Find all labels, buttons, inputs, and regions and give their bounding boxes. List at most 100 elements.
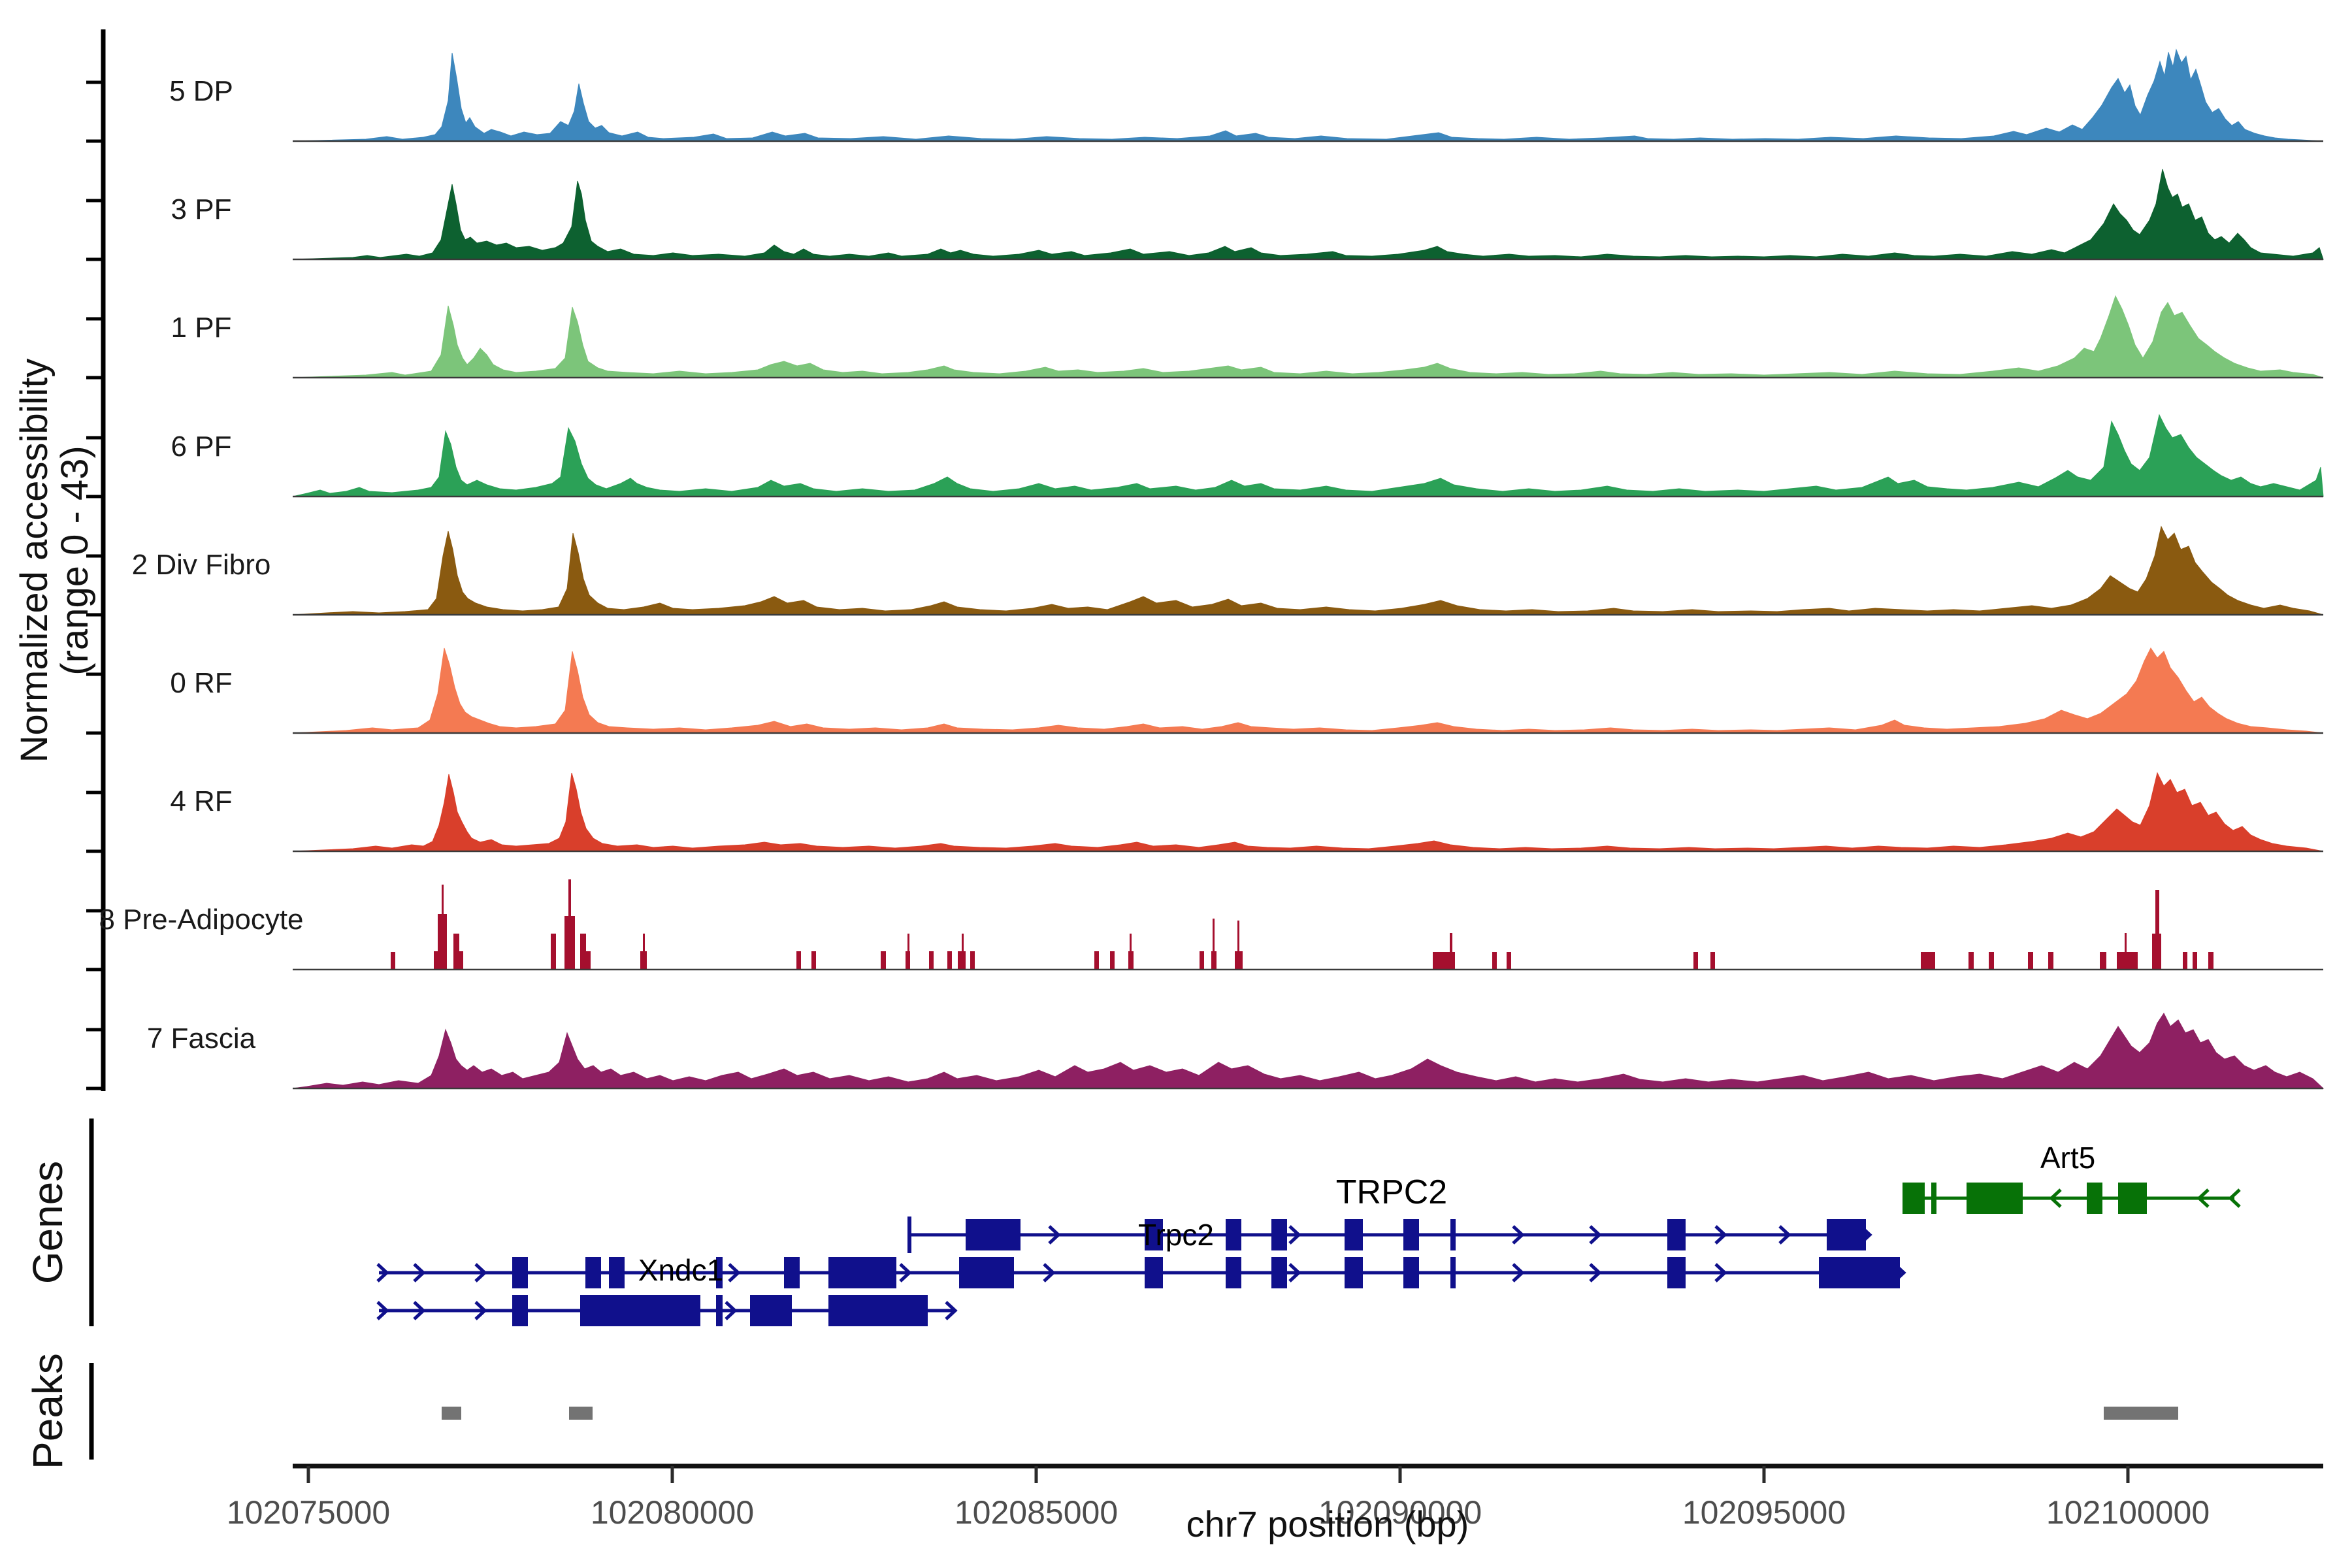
exon-box [609, 1257, 625, 1288]
exon-box [585, 1257, 601, 1288]
coverage-bar [2028, 952, 2033, 970]
coverage-bar [881, 951, 886, 970]
x-axis-tick-label: 102095000 [1682, 1494, 1846, 1531]
x-axis-tick-label: 102075000 [227, 1494, 390, 1531]
track-3-pf: 3 PF [171, 169, 2324, 261]
x-axis-tick-label: 102100000 [2046, 1494, 2210, 1531]
track-label: 3 PF [171, 193, 232, 225]
track-label: 2 Div Fibro [132, 549, 271, 581]
strand-arrow-right [474, 1263, 487, 1282]
exon-box [966, 1219, 1021, 1250]
coverage-area [292, 48, 2324, 142]
exon-box [1931, 1183, 1936, 1214]
exon-box [1226, 1257, 1241, 1288]
exon-box [1345, 1219, 1363, 1250]
exon-box [1450, 1219, 1456, 1250]
strand-arrow-right [413, 1301, 426, 1320]
gene-trpc2-iso2 [376, 1257, 1906, 1288]
exon-box [1403, 1257, 1419, 1288]
strand-arrow-right [945, 1301, 958, 1320]
genes-section-label: Genes [24, 1161, 71, 1284]
exon-box [1145, 1219, 1163, 1250]
exon-box [1819, 1257, 1900, 1288]
coverage-bar [1507, 952, 1511, 970]
coverage-bar [2155, 890, 2159, 970]
gene-name-label: TRPC2 [1336, 1173, 1447, 1211]
exon-box [1667, 1219, 1686, 1250]
strand-arrow-right [1512, 1225, 1525, 1245]
track-1-pf: 1 PF [171, 295, 2324, 379]
x-axis-tick-label: 102080000 [591, 1494, 754, 1531]
strand-arrow-right [1048, 1225, 1061, 1245]
coverage-bar [459, 951, 463, 970]
strand-arrow-right [1288, 1225, 1301, 1245]
gene-name-label: Trpc2 [1138, 1218, 1214, 1252]
exon-box [1145, 1257, 1163, 1288]
exon-box [2087, 1183, 2102, 1214]
strand-arrow-right [1512, 1263, 1525, 1282]
strand-arrow-right [376, 1263, 389, 1282]
exon-box [1667, 1257, 1686, 1288]
exon-box [828, 1257, 896, 1288]
coverage-bar [2048, 952, 2053, 970]
exon-box [828, 1295, 928, 1326]
coverage-bar [1213, 919, 1215, 970]
coverage-bar [1989, 952, 1994, 970]
coverage-bar [568, 879, 571, 970]
coverage-bar [442, 885, 444, 970]
strand-arrow-right [1043, 1263, 1056, 1282]
coverage-bar [962, 934, 964, 970]
exon-box [580, 1295, 700, 1326]
gene-art5 [1903, 1183, 2241, 1214]
strand-arrow-right [1778, 1225, 1791, 1245]
track-4-rf: 4 RF [170, 772, 2324, 853]
coverage-bar [586, 951, 591, 970]
coverage-bar [1130, 934, 1132, 970]
coverage-area [292, 414, 2324, 497]
coverage-bar [453, 934, 459, 970]
coverage-bar [1710, 952, 1715, 970]
strand-arrow-right [899, 1263, 912, 1282]
coverage-area [292, 1013, 2325, 1089]
coverage-bar [1693, 952, 1698, 970]
x-axis-tick-label: 102090000 [1318, 1494, 1482, 1531]
strand-arrow-right [1589, 1263, 1602, 1282]
strand-arrow-right [1589, 1225, 1602, 1245]
track-0-rf: 0 RF [170, 647, 2324, 734]
coverage-bar [2208, 952, 2213, 970]
coverage-bar [1110, 951, 1115, 970]
coverage-bar [2125, 933, 2127, 970]
coverage-bar [929, 951, 934, 970]
exon-box [1967, 1183, 2023, 1214]
coverage-bar [970, 951, 975, 970]
strand-arrow-right [725, 1301, 738, 1320]
coverage-bar [811, 951, 816, 970]
track-8-pre-adipocyte: 8 Pre-Adipocyte [99, 879, 2323, 971]
coverage-bar [1200, 951, 1204, 970]
y-axis-title-line2: (range 0 - 43) [54, 446, 96, 675]
peaks-section-label: Peaks [24, 1353, 71, 1469]
coverage-bar [2183, 952, 2187, 970]
coverage-bar [391, 952, 395, 970]
exon-box [1450, 1257, 1456, 1288]
exon-box [512, 1257, 528, 1288]
exon-box [1403, 1219, 1419, 1250]
gene-name-label: Art5 [2040, 1141, 2095, 1175]
track-label: 7 Fascia [147, 1022, 256, 1054]
exon-box [716, 1295, 723, 1326]
exon-box [784, 1257, 800, 1288]
coverage-bar [1450, 933, 1452, 970]
exon-box [2118, 1183, 2147, 1214]
coverage-bar [1921, 952, 1935, 970]
x-axis-tick-label: 102085000 [955, 1494, 1118, 1531]
strand-arrow-right [728, 1263, 741, 1282]
track-label: 8 Pre-Adipocyte [99, 904, 303, 936]
coverage-bar [643, 934, 645, 970]
strand-arrow-right [1288, 1263, 1301, 1282]
exon-box [1271, 1219, 1287, 1250]
coverage-area [292, 525, 2324, 615]
exon-box [750, 1295, 792, 1326]
exon-box [959, 1257, 1014, 1288]
